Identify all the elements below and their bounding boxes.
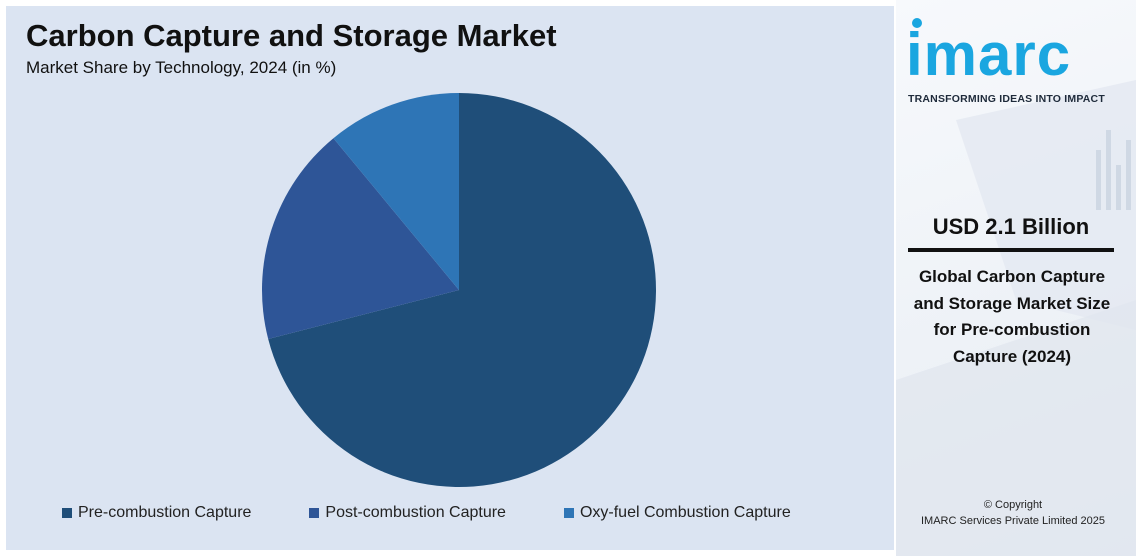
legend-label: Oxy-fuel Combustion Capture [579, 504, 791, 521]
chart-title: Carbon Capture and Storage Market [26, 18, 557, 53]
pie-slice-post-combustion-capture [262, 138, 459, 339]
legend-swatch [563, 508, 574, 518]
pie-slice-oxy-fuel-combustion-capture [333, 93, 459, 290]
market-description: Global Carbon Capture and Storage Market… [913, 267, 1111, 366]
logo-dot [912, 18, 922, 28]
background-decoration [896, 80, 1136, 556]
legend-label: Pre-combustion Capture [78, 504, 252, 521]
chart-subtitle: Market Share by Technology, 2024 (in %) [26, 58, 337, 77]
market-value: USD 2.1 Billion [932, 214, 1090, 239]
info-panel: imarc TRANSFORMING IDEAS INTO IMPACT USD… [896, 0, 1136, 556]
legend-swatch [62, 508, 72, 518]
imarc-logo: imarc [906, 21, 1072, 88]
legend-label: Post-combustion Capture [325, 504, 506, 521]
divider [908, 248, 1114, 252]
copyright-line-1: © Copyright [983, 499, 1043, 511]
copyright: © Copyright IMARC Services Private Limit… [896, 497, 1130, 529]
pie-chart [262, 93, 656, 487]
copyright-line-2: IMARC Services Private Limited 2025 [920, 515, 1105, 527]
chart-legend: Pre-combustion Capture Post-combustion C… [62, 504, 849, 522]
pie-slice-pre-combustion-capture [268, 93, 656, 487]
legend-swatch [309, 508, 320, 518]
legend-item-post-combustion: Post-combustion Capture [309, 504, 506, 522]
legend-item-pre-combustion: Pre-combustion Capture [62, 504, 251, 522]
logo-tagline: TRANSFORMING IDEAS INTO IMPACT [908, 93, 1105, 105]
legend-item-oxy-fuel: Oxy-fuel Combustion Capture [563, 504, 791, 522]
chart-panel: Carbon Capture and Storage Market Market… [6, 6, 894, 550]
